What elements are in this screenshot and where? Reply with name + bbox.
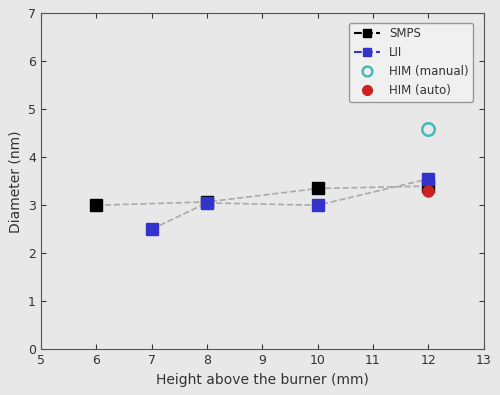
Y-axis label: Diameter (nm): Diameter (nm) bbox=[8, 130, 22, 233]
X-axis label: Height above the burner (mm): Height above the burner (mm) bbox=[156, 372, 368, 387]
Legend: SMPS, LII, HIM (manual), HIM (auto): SMPS, LII, HIM (manual), HIM (auto) bbox=[349, 23, 474, 102]
